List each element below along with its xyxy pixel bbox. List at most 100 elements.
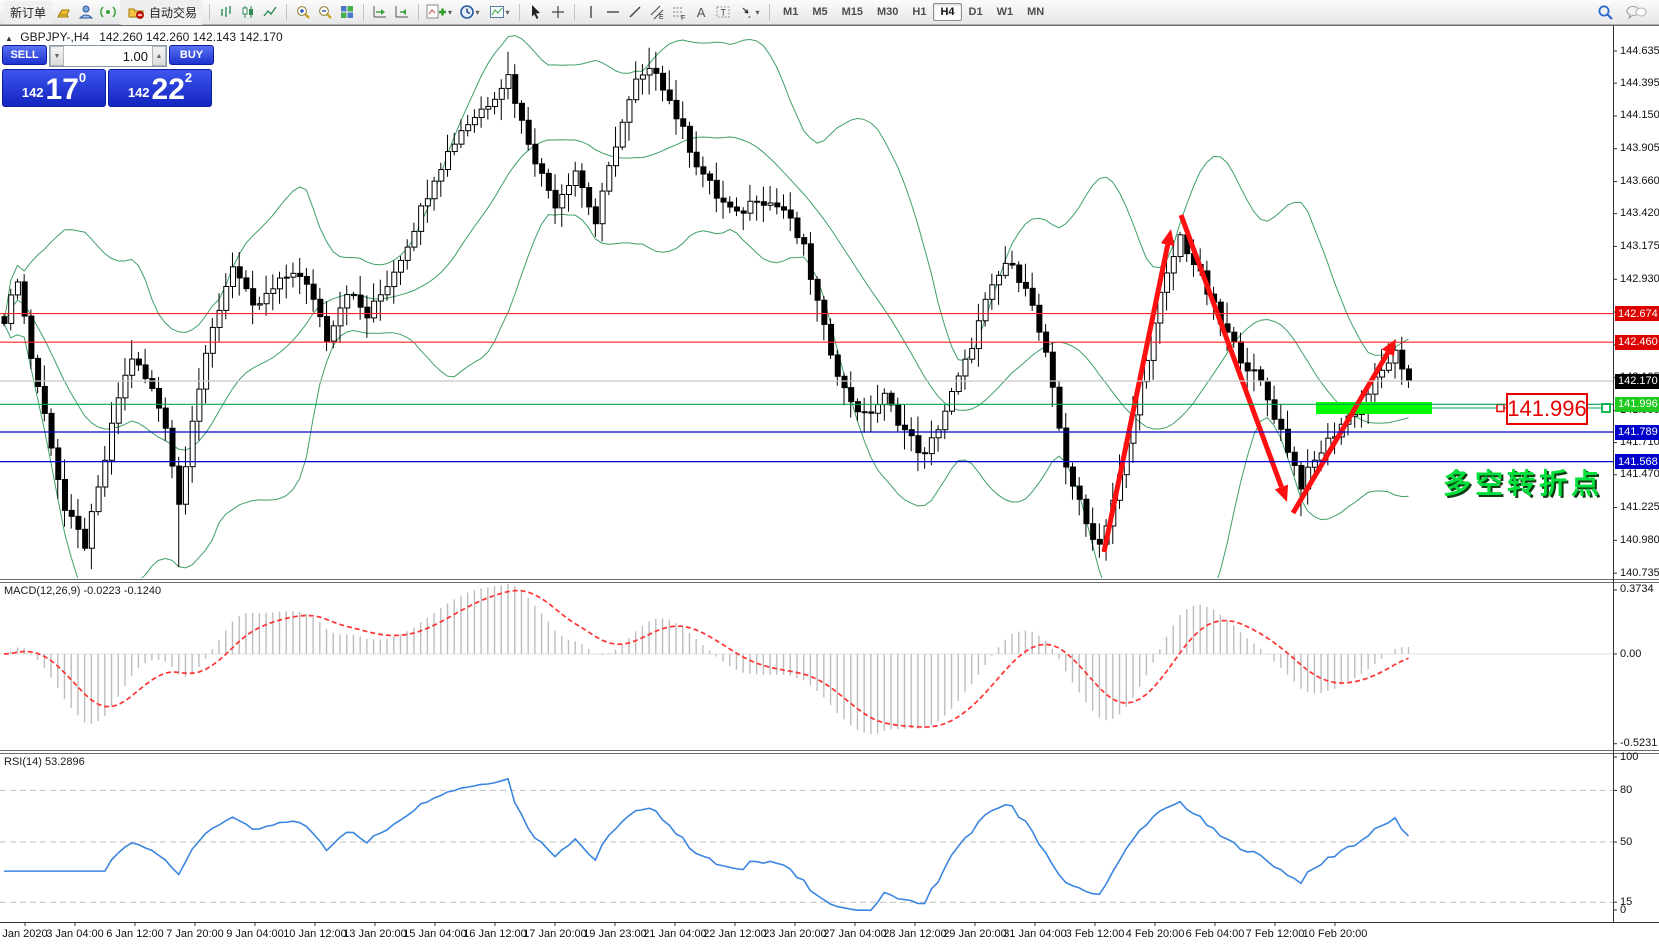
timeframe-button-M5[interactable]: M5 [812, 6, 828, 18]
candle [209, 326, 216, 354]
candle [61, 478, 68, 511]
sell-price[interactable]: 142 17 0 [2, 69, 106, 107]
trendline-icon[interactable] [625, 2, 645, 22]
templates-icon[interactable]: ▾ [485, 2, 513, 22]
timeframe-button-W1[interactable]: W1 [996, 6, 1014, 18]
rsi-line [4, 777, 1410, 912]
turning-point-note[interactable]: 多空转折点 [1443, 468, 1604, 499]
timeframe-button-M30[interactable]: M30 [877, 6, 899, 18]
new-order-label: 新订单 [10, 5, 47, 20]
buy-button[interactable]: BUY [169, 45, 214, 65]
macd-tick-0.3734: 0.3734 [1620, 583, 1654, 596]
accounts-icon[interactable] [76, 2, 96, 22]
zoom-in-icon[interactable] [293, 2, 313, 22]
equidistant-channel-icon[interactable]: E [647, 2, 667, 22]
candle [861, 411, 868, 414]
toolbar-separator [286, 3, 288, 21]
cursor-icon[interactable] [526, 2, 546, 22]
price-badge-142.460: 142.460 [1615, 334, 1659, 350]
chat-icon[interactable] [1623, 2, 1649, 22]
vertical-line-icon[interactable] [581, 2, 601, 22]
macd-tick-0.00: 0.00 [1620, 647, 1642, 660]
periods-clock-icon[interactable]: ▾ [455, 2, 483, 22]
horizontal-line-icon[interactable] [603, 2, 623, 22]
timeframe-button-H1[interactable]: H1 [912, 6, 927, 18]
price-tick-141.470: 141.470 [1620, 468, 1659, 481]
candle [21, 281, 28, 317]
search-icon[interactable] [1595, 2, 1615, 22]
volume-increase-button[interactable]: ▲ [152, 46, 166, 66]
support-highlight-bar[interactable] [1316, 402, 1432, 414]
candle [955, 375, 962, 393]
price-badge-141.789: 141.789 [1615, 424, 1659, 440]
price-callout-box[interactable]: 141.996 [1506, 393, 1588, 425]
candle [216, 309, 223, 328]
callout-anchor-handle[interactable] [1496, 403, 1505, 413]
autotrading-button[interactable]: 自动交易 [120, 0, 204, 25]
auto-scroll-icon[interactable] [392, 2, 412, 22]
text-label-icon[interactable]: T [713, 2, 733, 22]
timeframe-button-M1[interactable]: M1 [783, 6, 799, 18]
bar-chart-icon[interactable] [216, 2, 236, 22]
candle [122, 374, 129, 399]
tile-windows-icon[interactable] [337, 2, 357, 22]
candle [471, 117, 478, 126]
zoom-out-icon[interactable] [315, 2, 335, 22]
time-label-15: 28 Jan 12:00 [883, 928, 947, 940]
rsi-tick-80: 80 [1620, 783, 1633, 796]
candle [303, 275, 310, 285]
price-tick-143.905: 143.905 [1620, 142, 1659, 155]
candle [297, 272, 304, 277]
candle [196, 388, 203, 422]
zigzag-arrow-line[interactable] [1178, 214, 1284, 488]
annotation-layer [1101, 214, 1611, 553]
gold-ingot-icon[interactable] [54, 2, 74, 22]
candle [841, 375, 848, 389]
candle [707, 173, 714, 181]
candle [88, 511, 95, 549]
candle [109, 422, 116, 461]
price-callout-value: 141.996 [1507, 396, 1587, 421]
candle [1083, 498, 1090, 525]
price-tick-142.930: 142.930 [1620, 272, 1659, 285]
candle [1063, 427, 1070, 468]
hline-selection-handle[interactable] [1601, 403, 1611, 413]
zigzag-arrow-head [1381, 339, 1396, 357]
candle [599, 190, 606, 225]
timeframe-button-H4[interactable]: H4 [933, 3, 962, 21]
time-label-1: 3 Jan 04:00 [46, 928, 104, 940]
candle [1009, 262, 1016, 266]
volume-decrease-button[interactable]: ▼ [50, 46, 64, 66]
volume-field[interactable]: ▼ 1.00 ▲ [49, 45, 167, 67]
toolbar-separator [769, 3, 771, 21]
arrows-icon[interactable]: ▾ [735, 2, 763, 22]
line-chart-icon[interactable] [260, 2, 280, 22]
new-order-button[interactable]: 新订单 [4, 0, 53, 24]
sell-button[interactable]: SELL [2, 45, 47, 65]
timeframe-button-MN[interactable]: MN [1027, 6, 1045, 18]
candle [969, 348, 976, 360]
indicators-add-icon[interactable]: ▾ [425, 2, 453, 22]
crosshair-icon[interactable] [548, 2, 568, 22]
candle [532, 143, 539, 165]
buy-price[interactable]: 142 22 2 [108, 69, 212, 107]
zigzag-arrow-line[interactable] [1101, 244, 1171, 553]
candle [371, 300, 378, 319]
text-icon[interactable]: A [696, 4, 706, 20]
candle [915, 435, 922, 454]
chart-ohlc-values: 142.260 142.260 142.143 142.170 [99, 30, 283, 44]
timeframe-button-M15[interactable]: M15 [841, 6, 863, 18]
candle [1392, 349, 1399, 364]
shift-end-icon[interactable] [370, 2, 390, 22]
candlestick-chart-icon[interactable] [238, 2, 258, 22]
fibonacci-icon[interactable]: F [669, 2, 689, 22]
signals-icon[interactable] [98, 2, 118, 22]
timeframe-button-D1[interactable]: D1 [968, 6, 983, 18]
candle [82, 528, 89, 549]
candle [55, 447, 62, 480]
zigzag-arrow-line[interactable] [1290, 351, 1391, 515]
candle [579, 170, 586, 189]
rsi-label: RSI(14) 53.2896 [4, 756, 85, 768]
candle [189, 420, 196, 468]
